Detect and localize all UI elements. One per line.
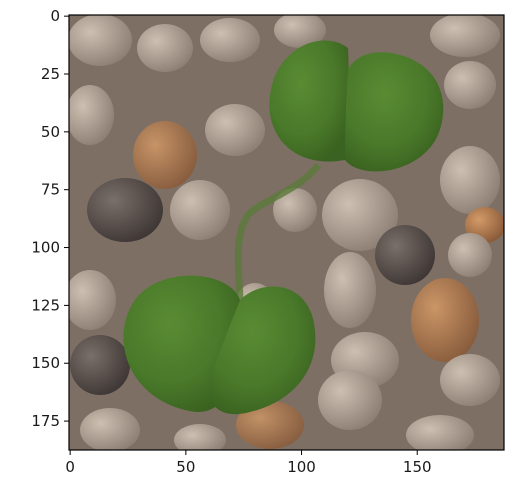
lower-leaves — [123, 275, 316, 415]
x-axis: 0 50 100 150 — [65, 450, 432, 476]
x-tick-label: 50 — [176, 458, 195, 476]
y-axis: 0 25 50 75 100 125 150 175 — [31, 7, 69, 430]
y-tick-label: 0 — [50, 7, 60, 25]
x-tick-label: 150 — [403, 458, 432, 476]
x-tick-label: 0 — [65, 458, 75, 476]
y-tick-label: 100 — [31, 239, 60, 257]
y-tick-label: 175 — [31, 412, 60, 430]
seedling-stem — [234, 162, 321, 301]
seedling-photo — [69, 15, 504, 450]
upper-leaves — [269, 40, 444, 172]
x-tick-label: 100 — [287, 458, 316, 476]
y-tick-label: 50 — [41, 123, 60, 141]
y-tick-label: 75 — [41, 181, 60, 199]
y-tick-label: 125 — [31, 296, 60, 314]
y-tick-label: 150 — [31, 354, 60, 372]
gravel-background — [69, 15, 504, 450]
y-tick-label: 25 — [41, 65, 60, 83]
axes-frame — [68, 14, 505, 451]
